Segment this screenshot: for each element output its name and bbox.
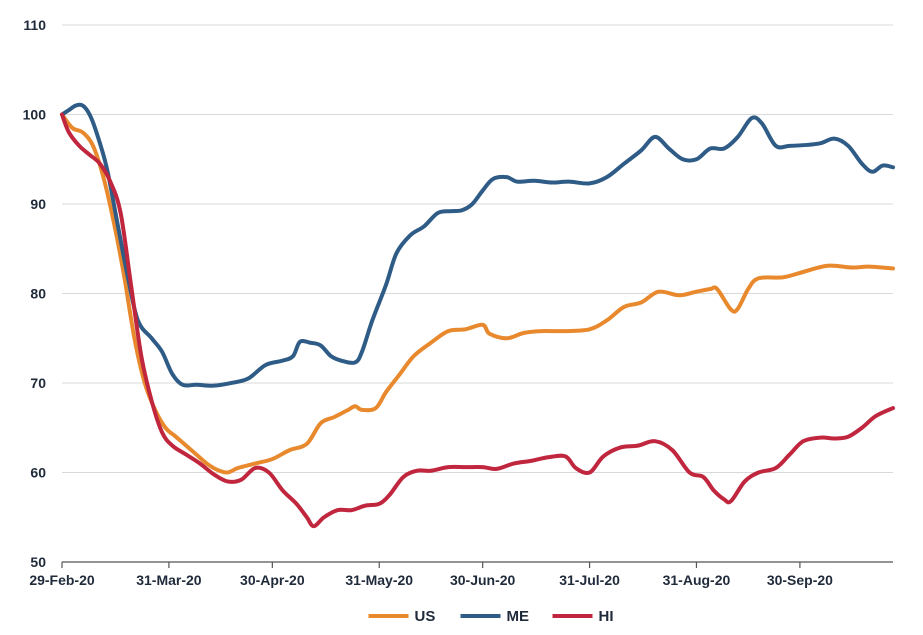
x-tick-label: 30-Sep-20 [767,572,833,588]
x-axis: 29-Feb-20 31-Mar-20 30-Apr-20 31-May-20 30-J… [29,561,893,588]
x-tick-label: 30-Apr-20 [240,572,305,588]
y-tick-label: 110 [23,17,46,33]
y-tick-label: 80 [30,286,46,302]
x-tick-label: 31-Aug-20 [663,572,731,588]
series-line-hi [60,112,895,529]
x-tick-label: 29-Feb-20 [29,572,95,588]
legend: US ME HI [368,608,614,625]
series-line-me [60,102,895,388]
x-tick-label: 31-Mar-20 [136,572,202,588]
x-tick-label: 30-Jun-20 [450,572,516,588]
y-tick-label: 50 [30,554,46,570]
series-line-us [60,112,895,475]
series-lines [60,102,895,529]
y-tick-label: 90 [30,196,46,212]
legend-label-hi: HI [599,608,614,625]
y-tick-label: 70 [30,375,46,391]
y-tick-label: 100 [23,107,47,123]
legend-label-us: US [415,608,436,625]
legend-label-me: ME [507,608,530,625]
x-tick-label: 31-May-20 [345,572,413,588]
y-tick-label: 60 [30,465,46,481]
y-axis: 50 60 70 80 90 100 110 [23,17,47,570]
grid [62,24,893,473]
x-tick-label: 31-Jul-20 [559,572,620,588]
